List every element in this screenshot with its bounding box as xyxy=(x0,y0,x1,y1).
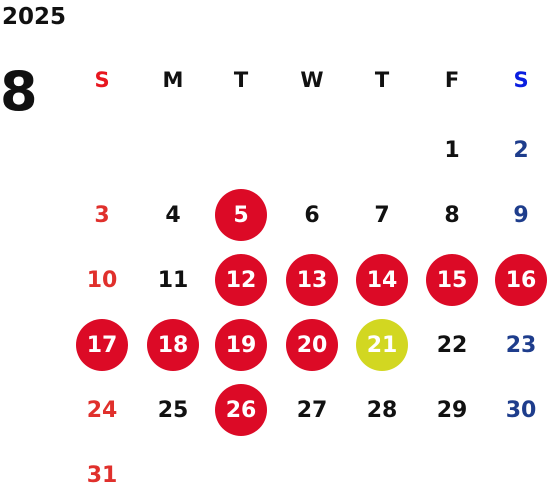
day-cell-5[interactable]: 5 xyxy=(215,189,267,241)
day-cell-19[interactable]: 19 xyxy=(215,319,267,371)
day-cell-24[interactable]: 24 xyxy=(86,397,118,423)
day-cell-13[interactable]: 13 xyxy=(286,254,338,306)
day-cell-7[interactable]: 7 xyxy=(374,202,390,228)
weekday-header-wed: W xyxy=(300,68,324,92)
day-cell-3[interactable]: 3 xyxy=(94,202,110,228)
weekday-header-tue: T xyxy=(233,68,249,92)
day-cell-2[interactable]: 2 xyxy=(513,137,529,163)
day-cell-12[interactable]: 12 xyxy=(215,254,267,306)
day-cell-20[interactable]: 20 xyxy=(286,319,338,371)
day-cell-15[interactable]: 15 xyxy=(426,254,478,306)
day-cell-18[interactable]: 18 xyxy=(147,319,199,371)
day-cell-9[interactable]: 9 xyxy=(513,202,529,228)
day-cell-11[interactable]: 11 xyxy=(157,267,189,293)
day-cell-22[interactable]: 22 xyxy=(436,332,468,358)
day-cell-29[interactable]: 29 xyxy=(436,397,468,423)
day-cell-14[interactable]: 14 xyxy=(356,254,408,306)
day-cell-17[interactable]: 17 xyxy=(76,319,128,371)
day-cell-23[interactable]: 23 xyxy=(505,332,537,358)
day-cell-16[interactable]: 16 xyxy=(495,254,547,306)
day-cell-10[interactable]: 10 xyxy=(86,267,118,293)
day-cell-6[interactable]: 6 xyxy=(304,202,320,228)
day-cell-31[interactable]: 31 xyxy=(86,462,118,488)
day-cell-8[interactable]: 8 xyxy=(444,202,460,228)
weekday-header-fri: F xyxy=(444,68,460,92)
day-cell-28[interactable]: 28 xyxy=(366,397,398,423)
year-label: 2025 xyxy=(2,4,67,30)
day-cell-21[interactable]: 21 xyxy=(356,319,408,371)
day-cell-1[interactable]: 1 xyxy=(444,137,460,163)
weekday-header-sat: S xyxy=(513,68,529,92)
weekday-header-mon: M xyxy=(162,68,184,92)
month-label: 8 xyxy=(0,60,38,123)
day-cell-26[interactable]: 26 xyxy=(215,384,267,436)
day-cell-27[interactable]: 27 xyxy=(296,397,328,423)
weekday-header-thu: T xyxy=(374,68,390,92)
day-cell-30[interactable]: 30 xyxy=(505,397,537,423)
day-cell-25[interactable]: 25 xyxy=(157,397,189,423)
weekday-header-sun: S xyxy=(94,68,110,92)
day-cell-4[interactable]: 4 xyxy=(165,202,181,228)
